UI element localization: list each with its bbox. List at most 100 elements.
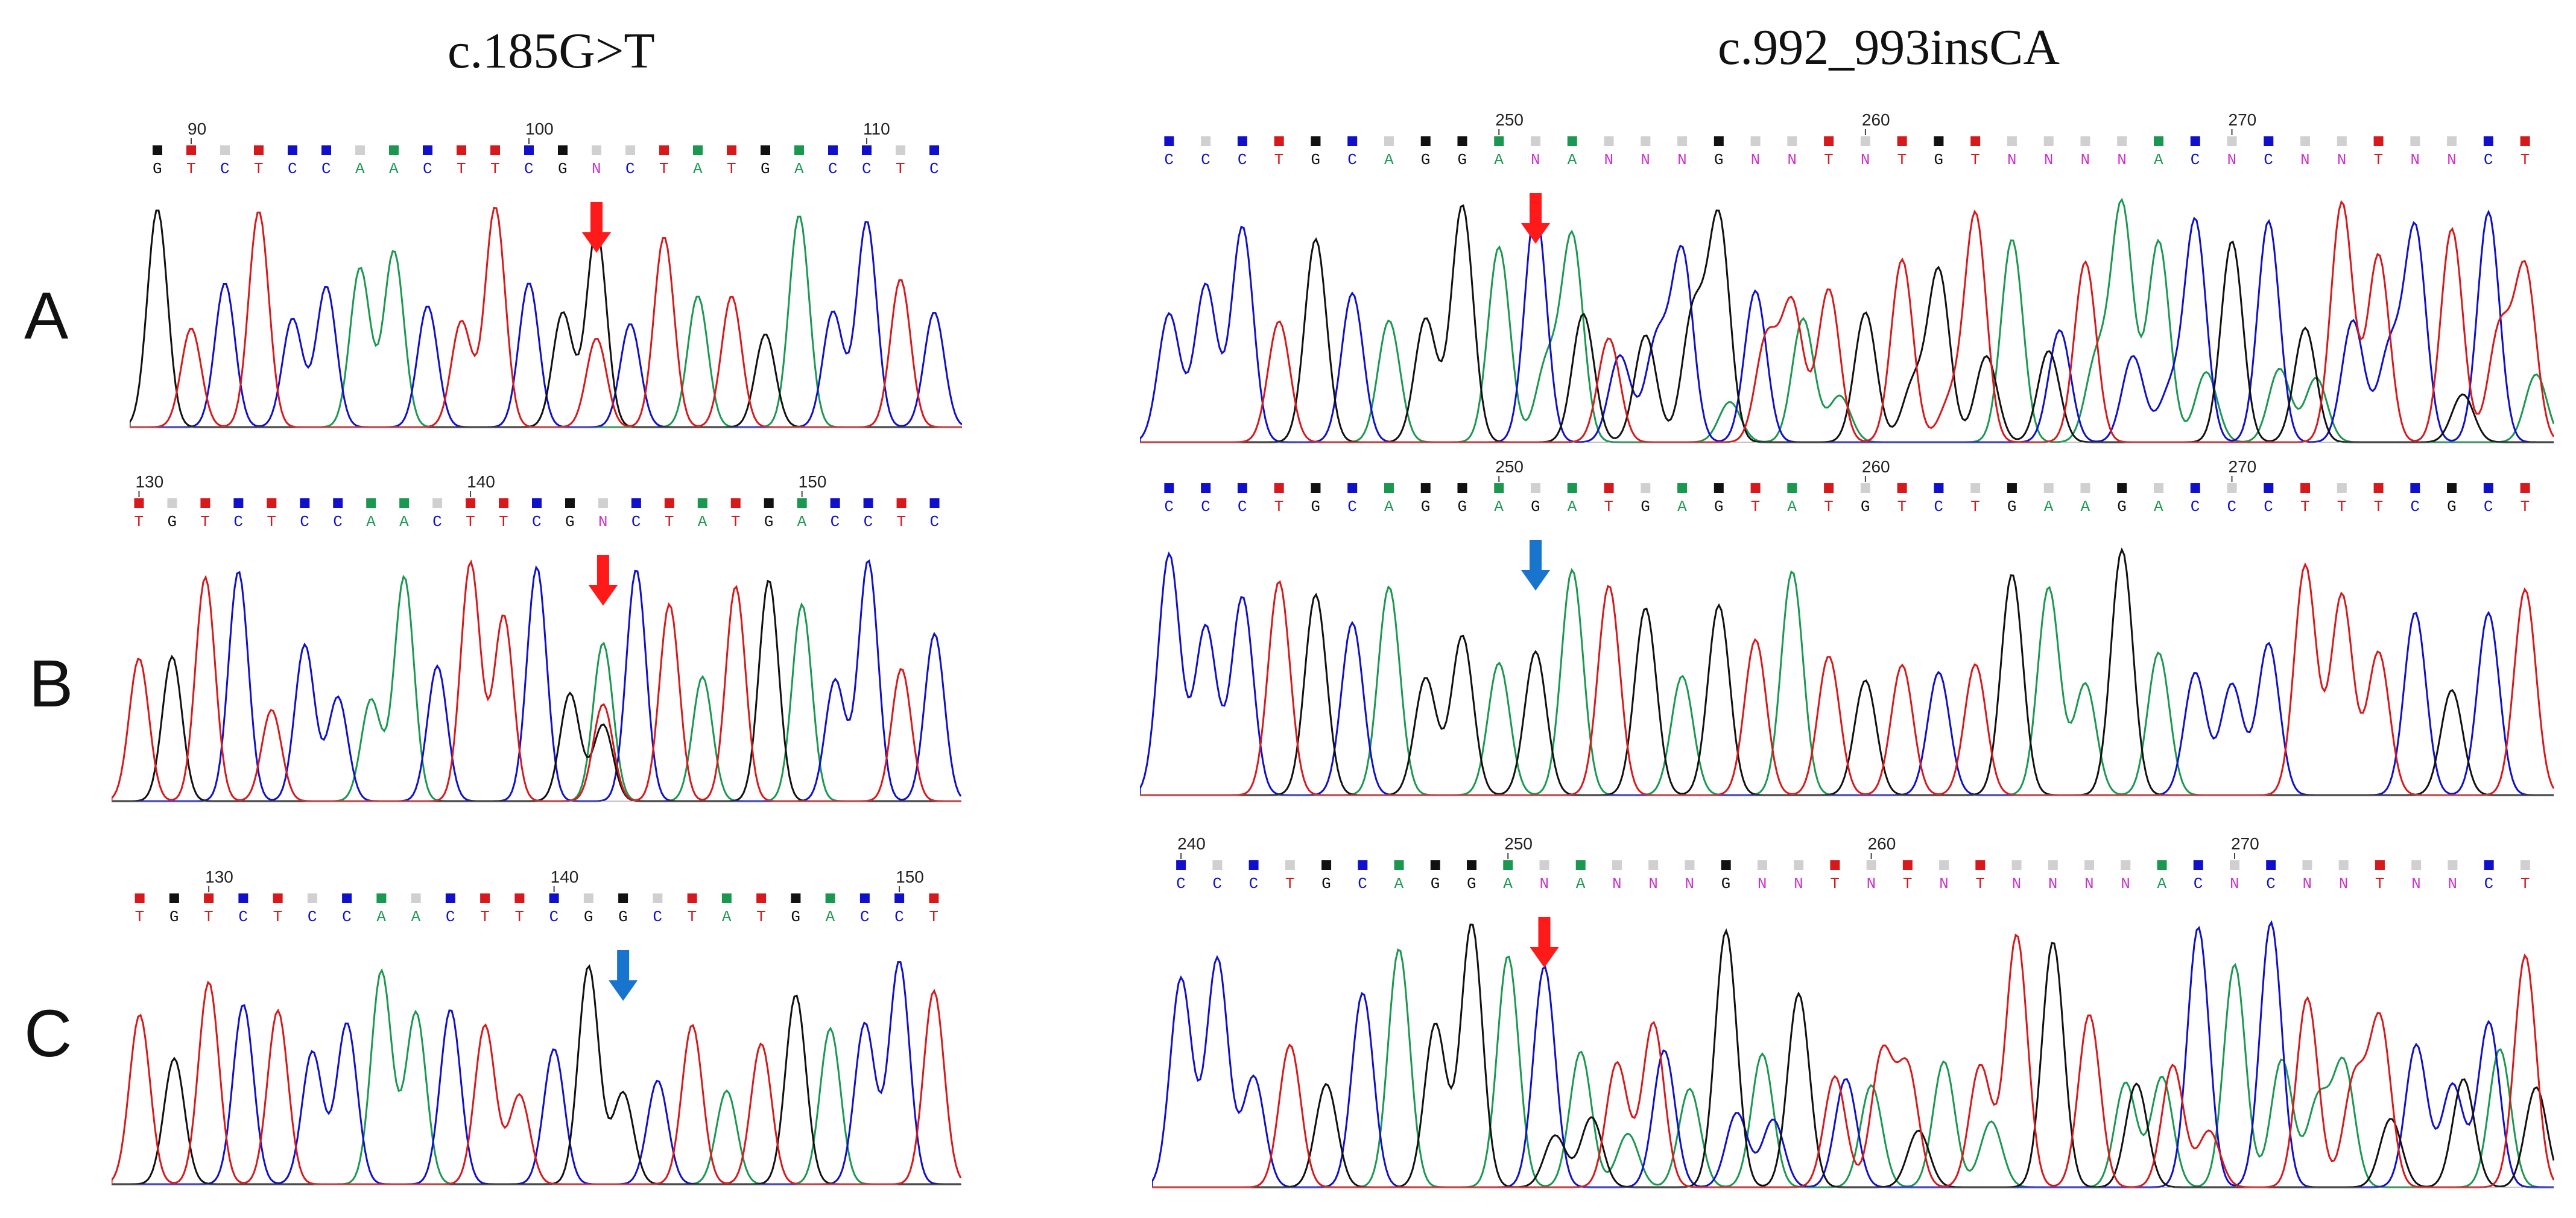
row-label-a: A [24, 279, 69, 353]
quality-square [1311, 136, 1321, 146]
trace-c [130, 221, 962, 428]
quality-square [764, 498, 774, 508]
base-call: C [1934, 498, 1943, 516]
position-label: 140 [467, 472, 495, 491]
base-call: G [761, 160, 770, 178]
position-label: 270 [2231, 834, 2259, 853]
quality-square [697, 498, 707, 508]
base-call: C [2484, 875, 2494, 893]
trace-a [1152, 948, 2554, 1188]
quality-square [1714, 483, 1724, 493]
base-call: A [2044, 498, 2054, 516]
base-call: T [1824, 151, 1834, 169]
base-call: N [2084, 875, 2094, 893]
base-call: A [794, 160, 804, 178]
quality-square [1358, 860, 1368, 870]
quality-square [1503, 860, 1513, 870]
quality-square [797, 498, 807, 508]
base-call: G [1531, 498, 1540, 516]
base-call: A [411, 908, 421, 926]
base-call: N [1758, 875, 1767, 893]
base-call: C [1358, 875, 1367, 893]
quality-square [1612, 860, 1622, 870]
quality-square [592, 145, 601, 155]
quality-square [2447, 136, 2457, 146]
quality-square [2117, 136, 2127, 146]
quality-square [2080, 136, 2090, 146]
quality-square [2043, 136, 2054, 146]
base-call: T [514, 908, 524, 926]
quality-square [1384, 483, 1394, 493]
base-call: N [2339, 875, 2349, 893]
quality-square [333, 498, 343, 508]
base-call: G [169, 908, 179, 926]
base-call: N [2227, 151, 2237, 169]
quality-square [2448, 860, 2458, 870]
quality-square [618, 893, 628, 903]
base-call: C [2191, 498, 2200, 516]
quality-square [238, 893, 248, 903]
quality-square [2520, 136, 2530, 146]
position-label: 270 [2229, 457, 2257, 476]
quality-square [1347, 483, 1358, 493]
quality-square [1311, 483, 1321, 493]
base-call: C [2191, 151, 2200, 169]
base-call: T [1274, 498, 1284, 516]
base-call: C [321, 160, 331, 178]
chromatogram-panel-right-a: 250 260 270 C C C T G C A G G A N A N N N G N N T N T G T N N N N A C N C… [1140, 109, 2554, 449]
position-label: 150 [896, 868, 924, 886]
trace-t [1140, 562, 2554, 796]
base-call: T [1604, 498, 1614, 516]
quality-square [1457, 483, 1467, 493]
quality-square [1274, 483, 1284, 493]
base-call: A [1787, 498, 1797, 516]
quality-square [2410, 136, 2420, 146]
trace-c [1152, 920, 2554, 1188]
quality-square [1494, 483, 1504, 493]
quality-square [2117, 483, 2127, 493]
base-call: G [1457, 151, 1467, 169]
quality-square [411, 893, 421, 903]
base-call: G [1641, 498, 1650, 516]
base-call: G [1467, 875, 1476, 893]
base-call: A [2080, 498, 2090, 516]
quality-square [532, 498, 542, 508]
base-call: C [423, 160, 432, 178]
base-call: T [200, 513, 210, 531]
quality-square [598, 498, 608, 508]
base-call: T [2374, 498, 2384, 516]
quality-square [1430, 860, 1440, 870]
base-call: N [2302, 875, 2312, 893]
base-call: A [1503, 875, 1513, 893]
quality-square [490, 145, 500, 155]
quality-square [1860, 136, 1870, 146]
quality-square [2447, 483, 2457, 493]
base-call: C [308, 908, 317, 926]
base-call: A [722, 908, 732, 926]
quality-square [1494, 136, 1504, 146]
quality-square [896, 498, 907, 508]
base-call: C [831, 513, 840, 531]
base-call: C [1238, 498, 1247, 516]
base-call: C [631, 513, 641, 531]
trace-c [112, 960, 961, 1185]
quality-square [1176, 860, 1186, 870]
base-call: T [1285, 875, 1295, 893]
quality-square [2484, 860, 2494, 870]
quality-square [1648, 860, 1659, 870]
base-call: A [1394, 875, 1404, 893]
quality-square [1970, 483, 1981, 493]
base-call: T [134, 513, 144, 531]
base-call: T [480, 908, 490, 926]
quality-square [1794, 860, 1804, 870]
base-call: C [446, 908, 455, 926]
base-call: C [930, 513, 940, 531]
quality-square [1420, 483, 1431, 493]
quality-square [1575, 860, 1586, 870]
base-call: G [565, 513, 575, 531]
quality-square [499, 498, 509, 508]
base-call: T [1975, 875, 1985, 893]
base-call: G [2447, 498, 2457, 516]
base-call: N [2048, 875, 2058, 893]
quality-square [1394, 860, 1404, 870]
